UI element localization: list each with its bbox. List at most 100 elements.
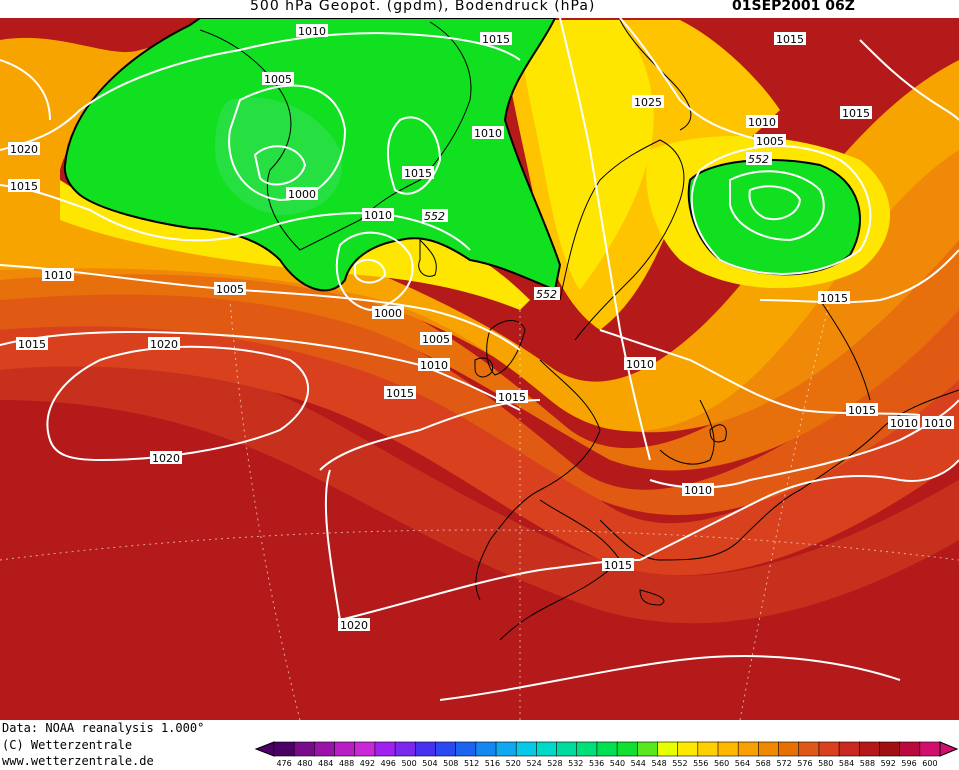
svg-text:1010: 1010	[298, 25, 326, 38]
colorbar-tick-label: 588	[860, 759, 875, 768]
colorbar-swatch	[838, 741, 861, 757]
svg-text:1010: 1010	[626, 358, 654, 371]
colorbar-tick-label: 576	[797, 759, 812, 768]
colorbar-swatch	[515, 741, 538, 757]
colorbar-swatch	[596, 741, 618, 757]
isobar-label: 1025	[632, 95, 664, 109]
isobar-label: 1015	[774, 32, 806, 46]
isobar-label: 1005	[214, 282, 246, 296]
svg-text:1020: 1020	[10, 143, 38, 156]
svg-text:1020: 1020	[340, 619, 368, 632]
colorbar-tick-label: 492	[360, 759, 375, 768]
isobar-label: 1015	[496, 390, 528, 404]
colorbar-tick-label: 520	[506, 759, 521, 768]
isobar-label: 1010	[418, 358, 450, 372]
colorbar-swatch	[455, 741, 477, 757]
colorbar-swatch	[536, 741, 558, 757]
svg-text:1005: 1005	[264, 73, 292, 86]
svg-text:1010: 1010	[364, 209, 392, 222]
svg-text:1010: 1010	[684, 484, 712, 497]
svg-text:1005: 1005	[216, 283, 244, 296]
credit-website: www.wetterzentrale.de	[2, 754, 154, 768]
footer: Data: NOAA reanalysis 1.000° (C) Wetterz…	[0, 720, 959, 770]
svg-text:1010: 1010	[924, 417, 952, 430]
colorbar-tick-label: 480	[297, 759, 312, 768]
svg-text:1010: 1010	[890, 417, 918, 430]
colorbar-swatch	[677, 741, 699, 757]
colorbar-tick-label: 560	[714, 759, 729, 768]
colorbar-swatch	[758, 741, 780, 757]
colorbar-tick-label: 516	[485, 759, 500, 768]
svg-text:1000: 1000	[374, 307, 402, 320]
colorbar-tick-label: 528	[547, 759, 562, 768]
svg-text:1020: 1020	[152, 452, 180, 465]
map-date: 01SEP2001 06Z	[732, 0, 855, 14]
colorbar-swatch	[737, 741, 760, 757]
geopot-label: 552	[422, 209, 448, 223]
colorbar-tick-label: 532	[568, 759, 583, 768]
colorbar-swatch	[717, 741, 739, 757]
colorbar-swatch	[899, 741, 921, 757]
colorbar-tick-label: 568	[756, 759, 771, 768]
isobar-label: 1010	[888, 416, 920, 430]
isobar-label: 1015	[16, 337, 48, 351]
svg-text:1005: 1005	[422, 333, 450, 346]
colorbar-swatch	[314, 741, 336, 757]
colorbar-tick-label: 508	[443, 759, 458, 768]
colorbar-tick-label: 544	[631, 759, 646, 768]
color-scale-legend: 476 480 484 488 492 496 500 504 508 512 516 520 524 5…	[254, 741, 959, 768]
isobar-label: 1005	[262, 72, 294, 86]
isobar-label: 1010	[362, 208, 394, 222]
colorbar-tick-label: 488	[339, 759, 354, 768]
colorbar-swatch	[697, 741, 719, 757]
isobar-label: 1010	[296, 24, 328, 38]
colorbar-swatch	[879, 741, 901, 757]
colorbar-swatch	[273, 741, 295, 757]
colorbar-tick-label: 496	[381, 759, 396, 768]
svg-text:552: 552	[536, 288, 557, 301]
colorbar-tick-label: 592	[881, 759, 896, 768]
field-556	[520, 20, 654, 290]
svg-text:1010: 1010	[420, 359, 448, 372]
isobar-label: 1020	[8, 142, 40, 156]
svg-text:1015: 1015	[842, 107, 870, 120]
colorbar-swatch	[374, 741, 396, 757]
svg-text:1015: 1015	[848, 404, 876, 417]
map-title-bar: 500 hPa Geopot. (gpdm), Bodendruck (hPa)…	[0, 0, 959, 18]
map-title: 500 hPa Geopot. (gpdm), Bodendruck (hPa)	[250, 0, 596, 14]
isobar-label: 1000	[372, 306, 404, 320]
isobar-label: 1010	[472, 126, 504, 140]
colorbar-tick-label: 596	[901, 759, 916, 768]
isobar-label: 1015	[818, 291, 850, 305]
colorbar-swatch	[798, 741, 820, 757]
colorbar-tick-label: 548	[651, 759, 666, 768]
colorbar-tick-label: 552	[672, 759, 687, 768]
colorbar-tick-label: 484	[318, 759, 333, 768]
geopot-label: 552	[746, 152, 772, 166]
svg-text:1015: 1015	[820, 292, 848, 305]
svg-text:552: 552	[424, 210, 445, 223]
colorbar-tick-label: 600	[922, 759, 937, 768]
isobar-label: 1020	[148, 337, 180, 351]
colorbar-swatch	[334, 741, 356, 757]
isobar-label: 1010	[746, 115, 778, 129]
svg-text:1015: 1015	[498, 391, 526, 404]
svg-text:1010: 1010	[44, 269, 72, 282]
field-584b	[0, 341, 959, 624]
weather-map: 1010 1015 1005 1020 1015 1000 1015 1010 …	[0, 18, 959, 720]
colorbar-tick-label: 500	[401, 759, 416, 768]
colorbar-swatch	[414, 741, 437, 757]
isobar-label: 1010	[682, 483, 714, 497]
field-576	[0, 263, 959, 515]
field-580	[0, 293, 959, 576]
svg-text:1015: 1015	[386, 387, 414, 400]
credit-copyright: (C) Wetterzentrale	[2, 738, 133, 752]
isobar-label: 1005	[754, 134, 786, 148]
isobar-label: 1005	[420, 332, 452, 346]
isobar-label: 1015	[846, 403, 878, 417]
isobar-label: 1020	[338, 618, 370, 632]
graticule	[0, 299, 959, 720]
isobar-label: 1020	[150, 451, 182, 465]
geopot-label: 552	[534, 287, 560, 301]
colorbar-tick-label: 556	[693, 759, 708, 768]
